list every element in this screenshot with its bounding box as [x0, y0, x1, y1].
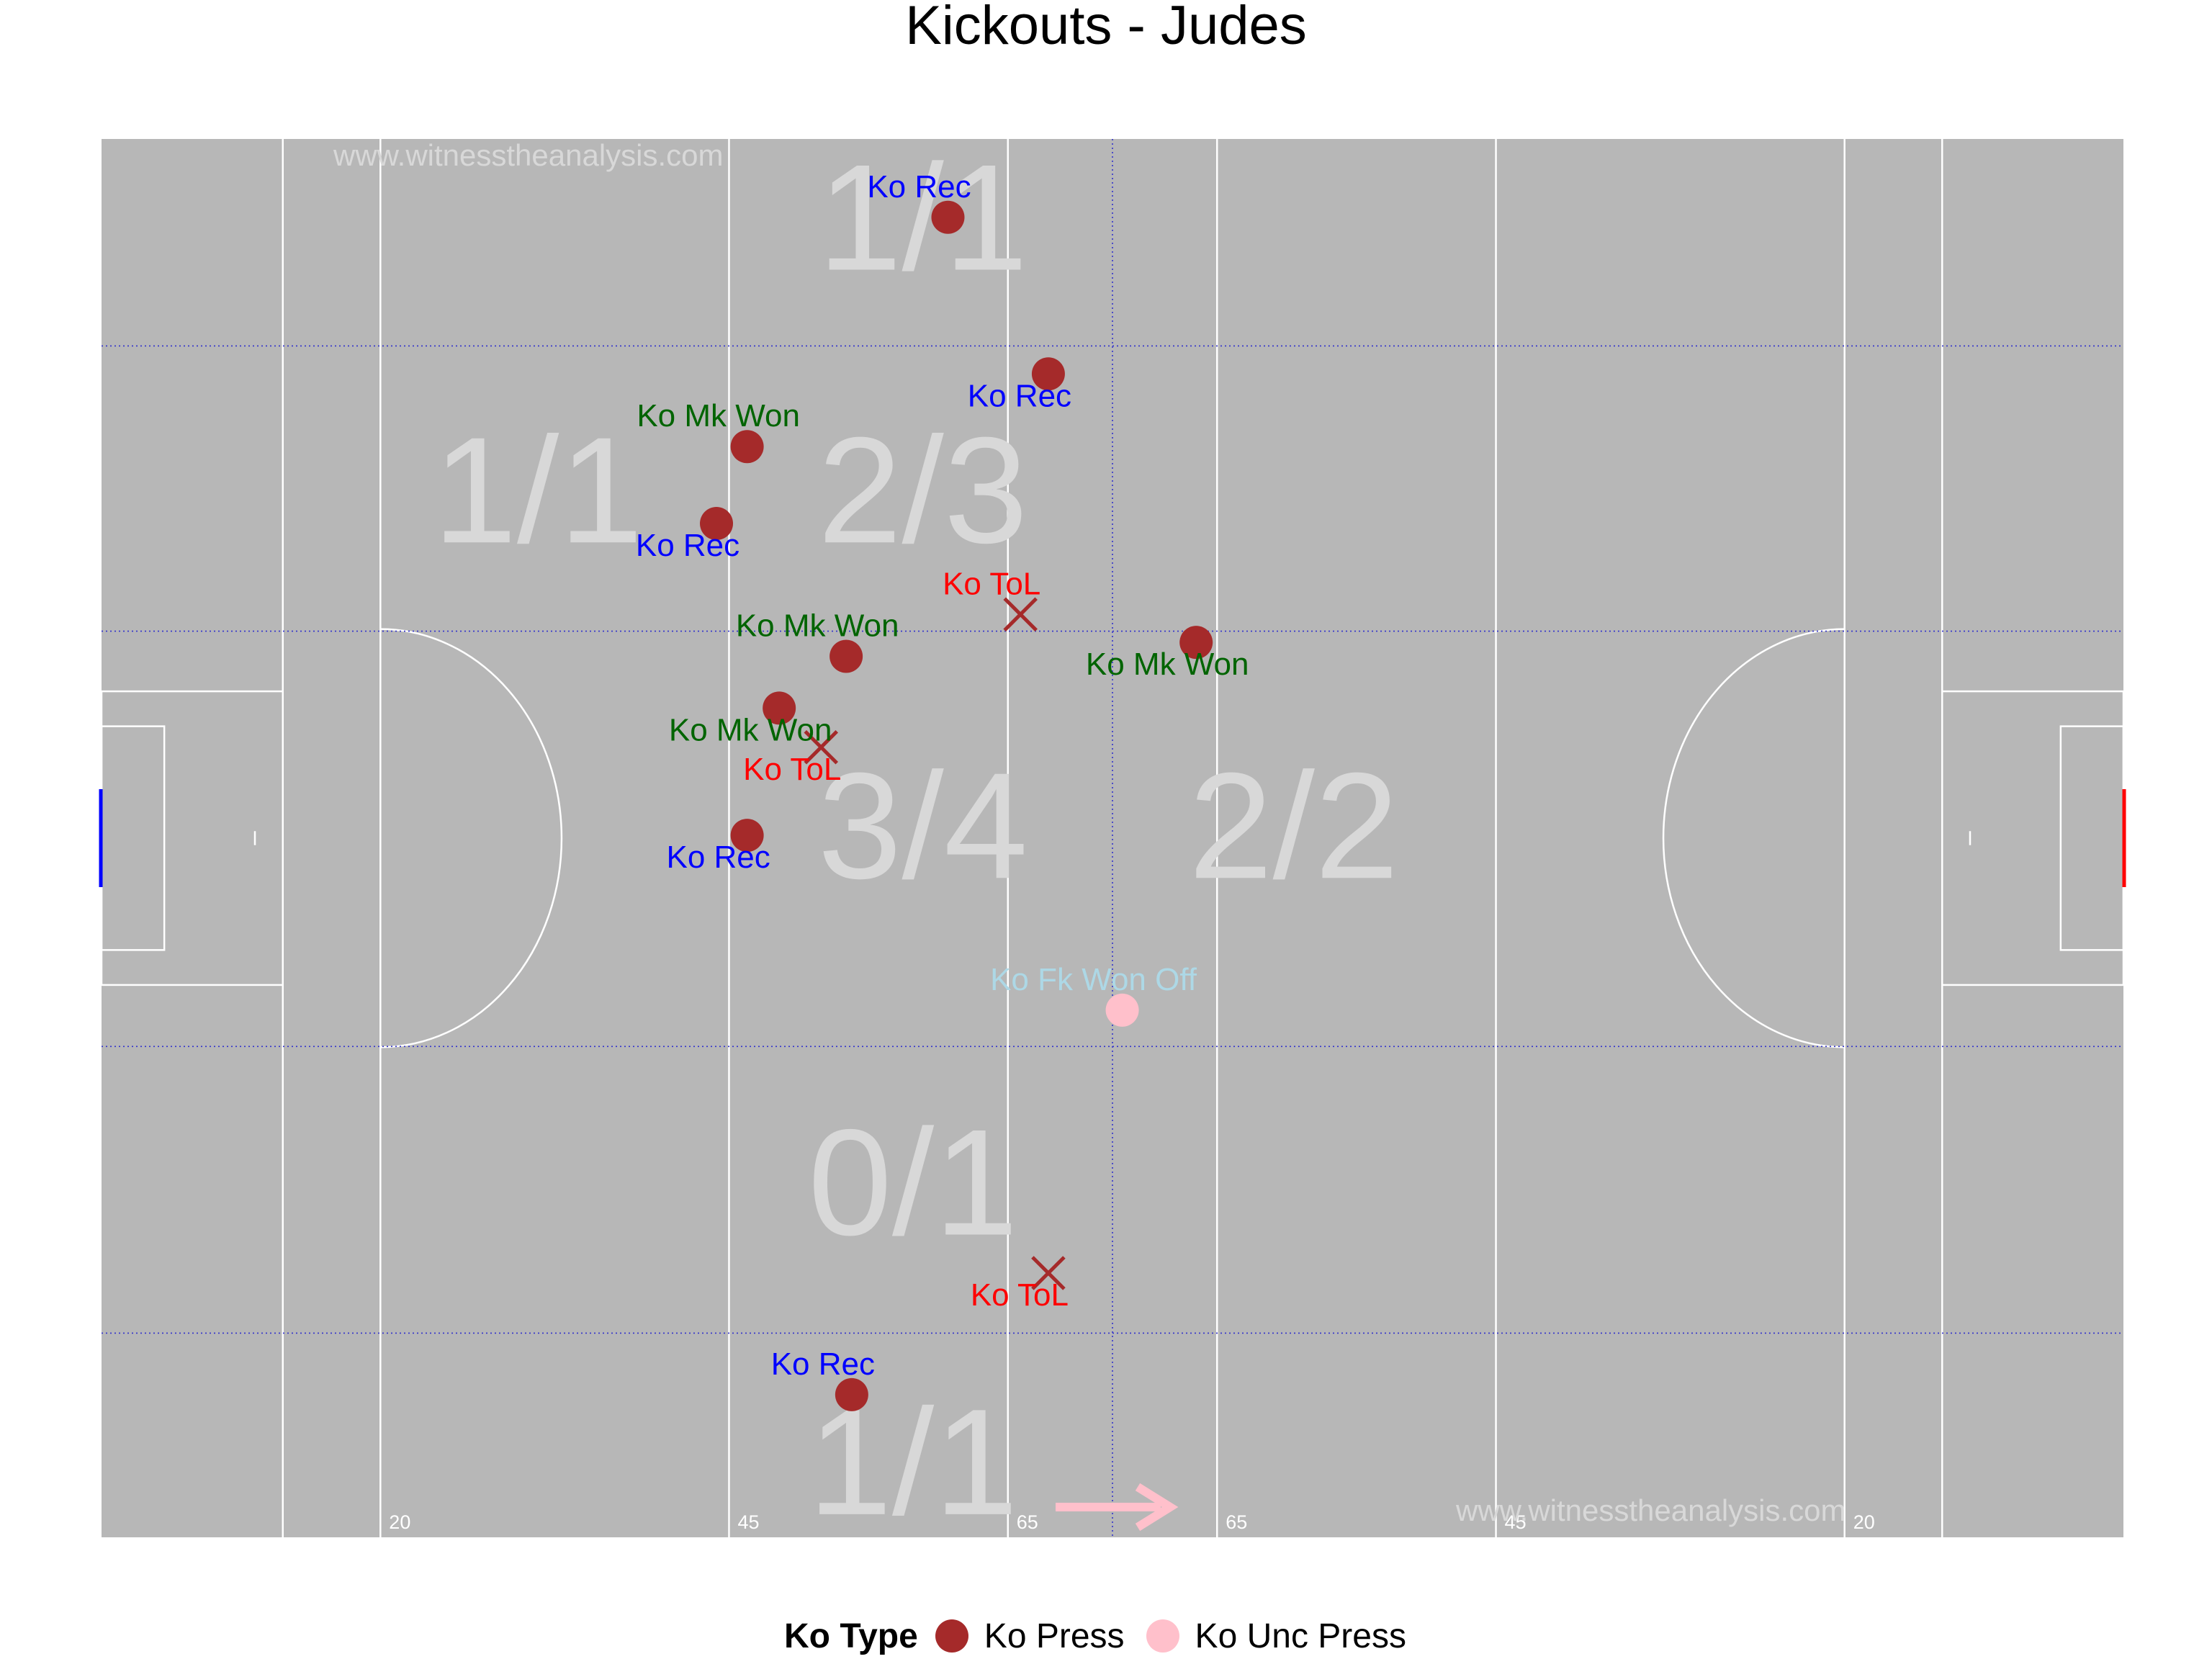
legend-swatch-ko-unc-press — [1146, 1619, 1179, 1653]
kickout-point-cross — [1031, 1256, 1066, 1290]
legend-item-ko-press: Ko Press — [935, 1617, 1125, 1656]
kickout-outcome-label: Ko ToL — [943, 566, 1040, 601]
kickout-outcome-label: Ko ToL — [743, 752, 841, 787]
kickout-outcome-label: Ko Mk Won — [736, 608, 899, 644]
legend-label-ko-unc-press: Ko Unc Press — [1195, 1617, 1406, 1655]
zone-count-label: 2/3 — [818, 405, 1028, 575]
distance-label: 65 — [1017, 1511, 1038, 1533]
distance-label: 20 — [1853, 1511, 1875, 1533]
distance-label: 20 — [389, 1511, 410, 1533]
distance-label: 65 — [1226, 1511, 1247, 1533]
kickout-outcome-label: Ko Rec — [867, 169, 971, 204]
kickout-outcome-label: Ko Fk Won Off — [990, 962, 1197, 997]
kickout-outcome-label: Ko Mk Won — [1086, 647, 1249, 682]
kickout-point — [830, 639, 863, 673]
distance-label: 45 — [737, 1511, 759, 1533]
kickout-point — [1105, 993, 1139, 1027]
watermark-bottom: www.witnesstheanalysis.com — [1455, 1493, 1846, 1527]
kickout-labels: Ko Rec Ko Rec Ko Mk Won Ko Rec Ko ToL Ko Mk W… — [636, 169, 1249, 1382]
zone-count-label: 1/1 — [818, 133, 1028, 302]
kickout-outcome-label: Ko Rec — [636, 528, 739, 563]
zone-counts: 1/11/1 2/33/4 2/20/11/1 — [433, 133, 1399, 1547]
arc-left — [380, 628, 563, 1048]
zone-grid-lines — [102, 139, 2123, 1537]
pitch-surface — [102, 139, 2123, 1537]
kickout-point — [931, 200, 965, 234]
kickout-point-cross — [1003, 597, 1038, 632]
distance-labels: 20 45 65 65 45 20 — [389, 1511, 1874, 1533]
watermark-top: www.witnesstheanalysis.com — [333, 138, 724, 172]
kickout-outcome-label: Ko Rec — [771, 1346, 875, 1382]
kickout-point — [835, 1377, 868, 1411]
kickout-outcome-label: Ko Mk Won — [637, 398, 800, 433]
chart-title: Kickouts - Judes — [905, 0, 1307, 56]
kickout-point-cross — [804, 730, 839, 765]
kickout-point — [1179, 626, 1213, 660]
zone-count-label: 2/2 — [1189, 741, 1399, 910]
arrow-head — [1135, 1483, 1179, 1532]
arc-right — [1662, 628, 1845, 1048]
legend-item-ko-unc-press: Ko Unc Press — [1146, 1617, 1406, 1656]
legend: Ko Type Ko Press Ko Unc Press — [0, 1613, 2212, 1659]
kickout-point — [1031, 357, 1065, 391]
zone-count-label: 1/1 — [433, 405, 643, 575]
attack-direction-arrow — [1056, 1483, 1179, 1532]
kickout-point — [730, 819, 764, 853]
pitch-markings — [99, 139, 2126, 1537]
kickout-outcome-label: Ko ToL — [971, 1277, 1069, 1313]
zone-count-label: 3/4 — [818, 741, 1028, 910]
legend-title: Ko Type — [784, 1617, 918, 1655]
zone-count-label: 0/1 — [808, 1098, 1018, 1267]
kickout-outcome-label: Ko Mk Won — [669, 712, 832, 747]
distance-label: 45 — [1505, 1511, 1527, 1533]
kickout-point — [763, 691, 796, 725]
kickout-point — [700, 507, 734, 541]
kickout-point — [730, 430, 764, 464]
legend-label-ko-press: Ko Press — [984, 1617, 1125, 1655]
kickout-outcome-label: Ko Rec — [968, 378, 1071, 413]
kickout-outcome-label: Ko Rec — [666, 840, 770, 875]
kickout-points — [700, 200, 1213, 1411]
legend-swatch-ko-press — [935, 1619, 968, 1653]
